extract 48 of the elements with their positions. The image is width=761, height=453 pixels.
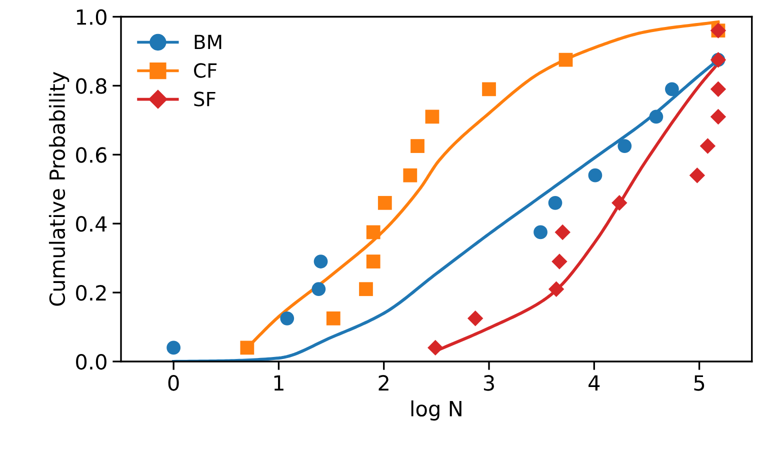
- point: [240, 340, 254, 355]
- point: [425, 110, 440, 124]
- point: [482, 82, 496, 96]
- point: [552, 254, 568, 270]
- point: [665, 82, 679, 96]
- y-tick-label: 0.8: [76, 78, 106, 94]
- point: [403, 168, 418, 182]
- x-tick-label: 2: [378, 375, 388, 391]
- point: [280, 311, 294, 326]
- point: [467, 310, 484, 326]
- legend-label: BM: [194, 34, 222, 50]
- legend-label: CF: [194, 63, 217, 78]
- y-tick-label: 0.6: [76, 147, 106, 163]
- point: [649, 110, 664, 124]
- point: [534, 225, 548, 240]
- point: [326, 311, 340, 326]
- point: [689, 167, 706, 184]
- y-tick-label: 0.2: [76, 285, 106, 301]
- point: [366, 254, 380, 268]
- point: [166, 340, 181, 355]
- x-tick-label: 4: [588, 375, 600, 391]
- y-tick-label: 0.0: [76, 354, 106, 370]
- point: [366, 225, 380, 240]
- y-axis-title: Cumulative Probability: [48, 72, 70, 306]
- y-tick-label: 1.0: [76, 9, 106, 25]
- point: [618, 139, 632, 153]
- x-tick-label: 3: [484, 375, 494, 391]
- point: [428, 340, 444, 356]
- point: [359, 282, 373, 296]
- x-axis-title: log N: [411, 400, 462, 421]
- x-tick-label: 1: [274, 375, 284, 391]
- point: [312, 282, 326, 296]
- point: [612, 195, 628, 211]
- point: [410, 139, 424, 153]
- x-tick-label: 5: [694, 375, 704, 391]
- point: [554, 224, 570, 240]
- point: [378, 196, 392, 210]
- x-tick-label: 0: [168, 375, 179, 391]
- point: [558, 52, 573, 67]
- point: [314, 254, 328, 268]
- point: [700, 138, 716, 154]
- point: [548, 281, 564, 297]
- point: [588, 168, 602, 182]
- point: [710, 108, 726, 125]
- legend-label: SF: [194, 92, 216, 106]
- point: [548, 196, 562, 210]
- point: [710, 81, 726, 98]
- y-tick-label: 0.4: [76, 216, 107, 232]
